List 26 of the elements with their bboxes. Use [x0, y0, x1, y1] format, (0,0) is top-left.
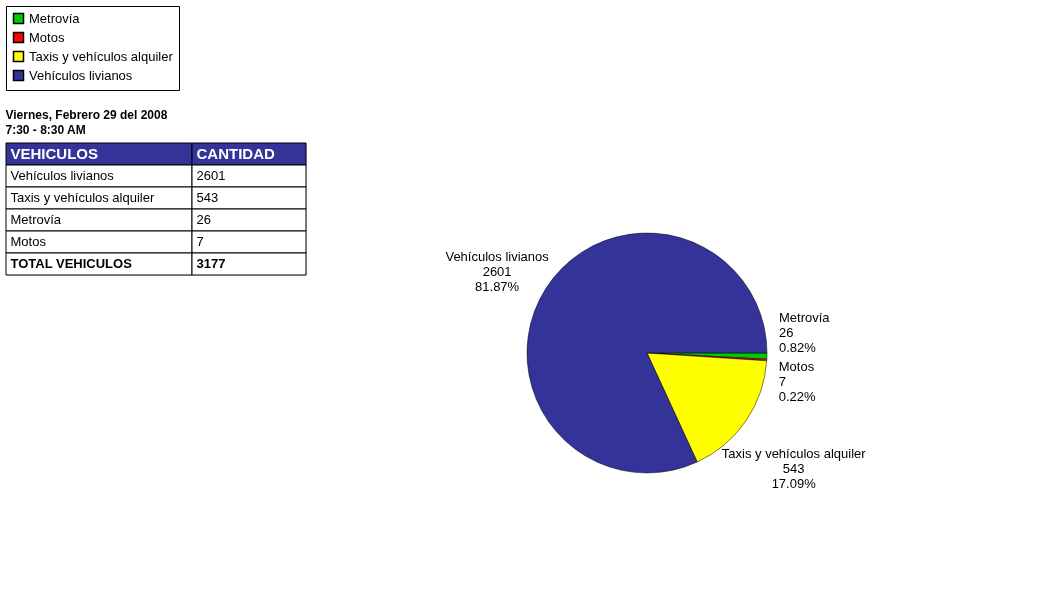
data-label: 26 0.82% — [778, 325, 817, 356]
slice-label: Vehículos livianos — [445, 249, 550, 265]
text: Motos — [10, 234, 47, 249]
text: 7 — [196, 234, 204, 249]
legend-label: Metrovía — [29, 10, 81, 26]
text: 7:30 - 8:30 AM — [5, 122, 86, 137]
text: CANTIDAD — [196, 145, 275, 162]
slice-label: Motos — [778, 358, 815, 374]
text: 2601 — [196, 168, 226, 183]
data-label: 543 17.09% — [771, 460, 817, 491]
text: Viernes, Febrero 29 del 2008 — [5, 107, 168, 122]
data-label: 7 0.22% — [778, 373, 817, 404]
text: Metrovía — [10, 212, 62, 227]
legend-label: Taxis y vehículos alquiler — [29, 48, 174, 64]
text: TOTAL VEHICULOS — [10, 256, 133, 271]
slice-label: Metrovía — [778, 310, 831, 326]
slice-label: Taxis y vehículos alquiler — [721, 445, 867, 461]
text: 3177 — [196, 256, 226, 271]
text: VEHICULOS — [10, 145, 99, 162]
text: Vehículos livianos — [10, 168, 115, 183]
legend-label: Motos — [29, 29, 65, 45]
data-label: 2601 81.87% — [475, 264, 520, 295]
text: 26 — [196, 212, 211, 227]
text: 543 — [196, 190, 219, 205]
legend-label: Vehículos livianos — [29, 67, 133, 83]
text: Taxis y vehículos alquiler — [10, 190, 155, 205]
